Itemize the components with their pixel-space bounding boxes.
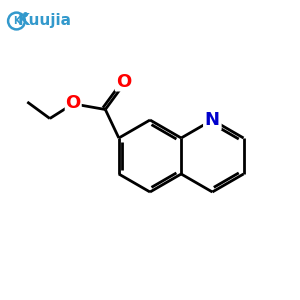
Text: O: O (116, 73, 131, 91)
Text: Kuujia: Kuujia (18, 14, 72, 28)
Text: N: N (205, 111, 220, 129)
Text: O: O (66, 94, 81, 112)
Text: K: K (13, 16, 20, 26)
